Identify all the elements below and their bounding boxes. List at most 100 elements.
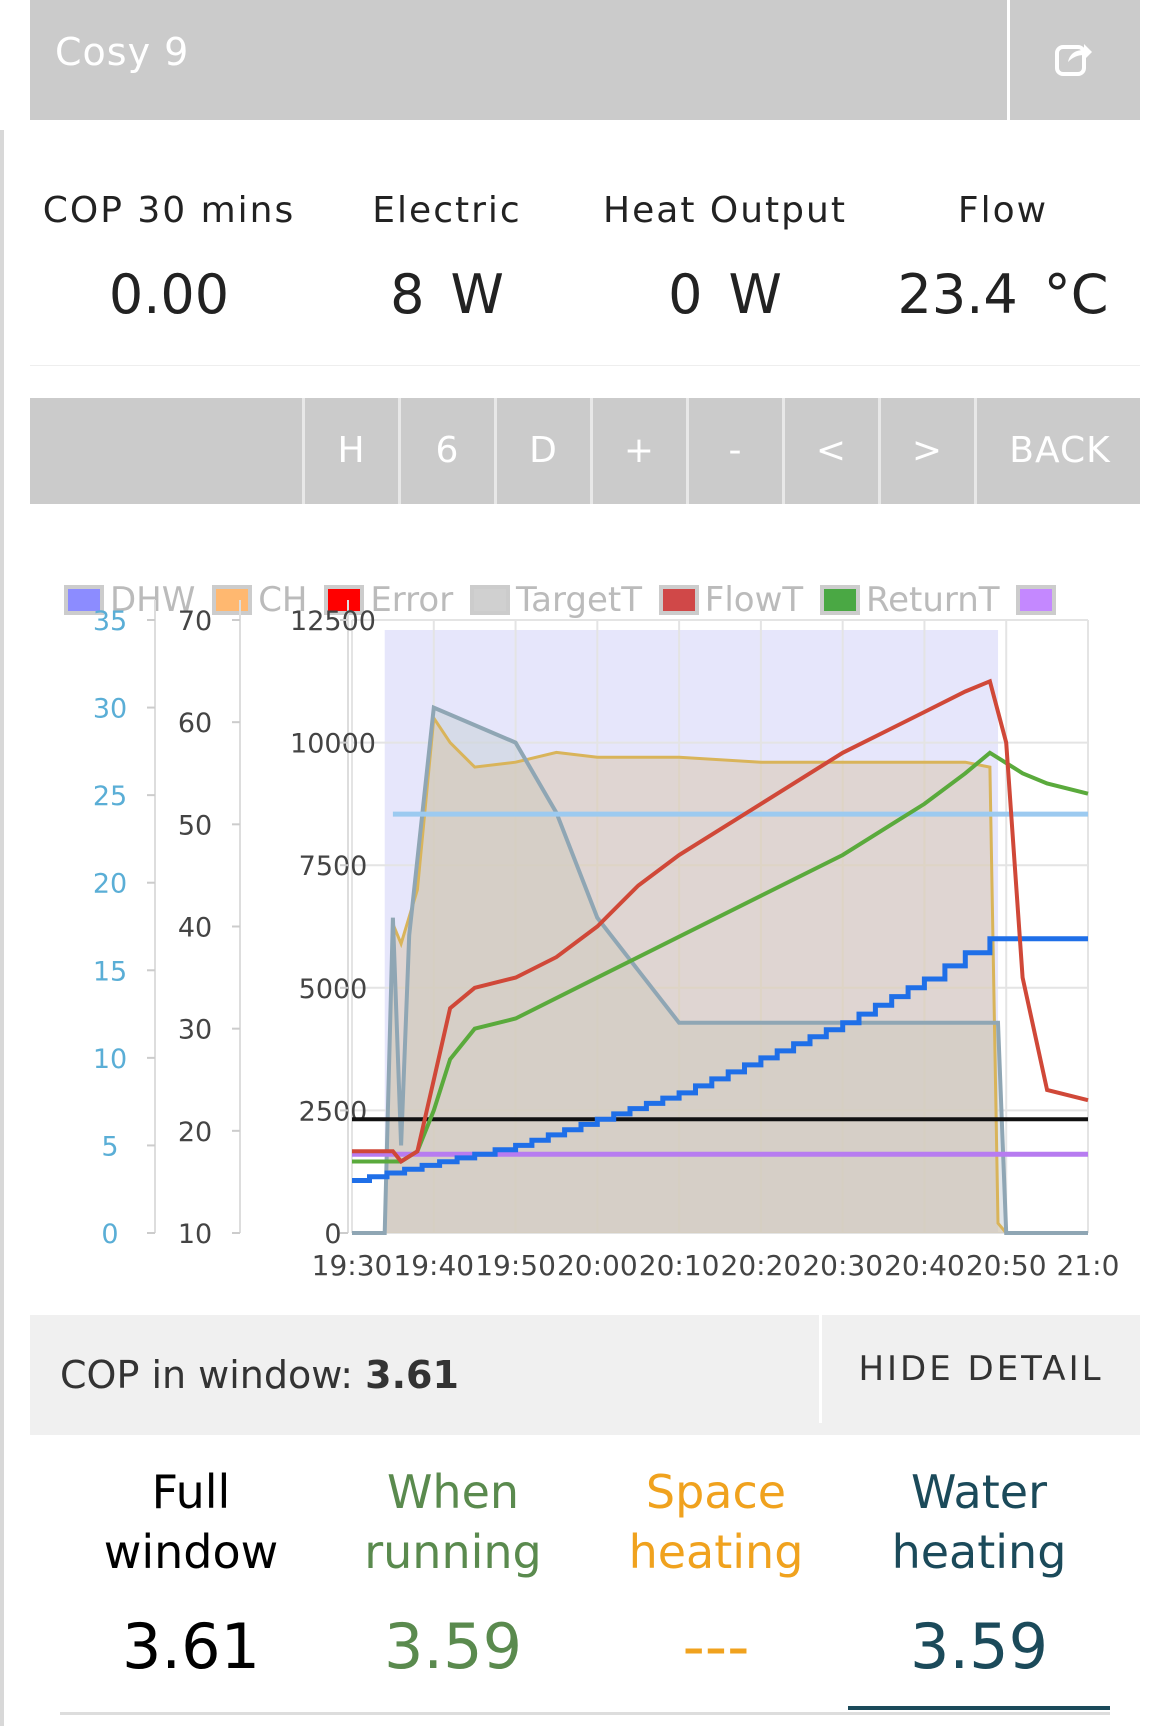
summary-heading: Water heating (891, 1465, 1067, 1579)
cop-window-bar: COP in window: 3.61 HIDE DETAIL (30, 1315, 1140, 1435)
chart[interactable]: DHW CH Error TargetT FlowT ReturnT 19:30… (30, 530, 1140, 1300)
summary-value: --- (682, 1610, 750, 1683)
legend-swatch (324, 585, 365, 615)
y-tick-label: 60 (178, 708, 212, 739)
legend-item-returnt[interactable]: ReturnT (819, 580, 1000, 620)
pan-left-button[interactable]: < (782, 398, 878, 504)
back-button[interactable]: BACK (974, 398, 1143, 504)
legend-swatch (819, 585, 860, 615)
legend-swatch (1016, 585, 1057, 615)
x-tick-label: 19:30 (312, 1249, 393, 1282)
six-hour-button[interactable]: 6 (398, 398, 494, 504)
y-tick-label: 12500 (290, 606, 376, 637)
summary-space-heating[interactable]: Space heating --- (585, 1462, 847, 1683)
summary-value: 3.61 (121, 1610, 261, 1683)
summary-full-window: Full window 3.61 (60, 1462, 322, 1683)
y-tick-label: 5000 (299, 974, 368, 1005)
y-tick-label: 0 (324, 1219, 341, 1250)
legend-item-targett[interactable]: TargetT (470, 580, 642, 620)
x-tick-label: 20:10 (639, 1249, 720, 1282)
share-button[interactable] (1007, 0, 1140, 120)
y-tick-label: 10 (178, 1219, 212, 1250)
y-tick-label: 25 (93, 781, 127, 812)
x-tick-label: 20:00 (557, 1249, 638, 1282)
cop-in-window-value: 3.61 (365, 1353, 459, 1397)
summary-divider (60, 1712, 1110, 1715)
stat-value: 0.00 (108, 263, 230, 326)
legend-swatch (470, 585, 510, 615)
hide-detail-button[interactable]: HIDE DETAIL (819, 1315, 1140, 1423)
y-tick-label: 2500 (299, 1096, 368, 1127)
cop-in-window: COP in window: 3.61 (60, 1353, 459, 1397)
chart-legend: DHW CH Error TargetT FlowT ReturnT (64, 580, 1144, 620)
legend-item-dhw[interactable]: DHW (64, 580, 195, 620)
summary-value: 3.59 (909, 1610, 1049, 1683)
stat-label: Flow (957, 190, 1049, 231)
y-tick-label: 20 (93, 869, 127, 900)
share-icon (1055, 44, 1092, 76)
pan-right-button[interactable]: > (878, 398, 974, 504)
stat-value: 23.4 °C (897, 263, 1109, 326)
summary-heading: When running (364, 1465, 542, 1579)
y-tick-label: 50 (178, 810, 212, 841)
stat-cop: COP 30 mins 0.00 (30, 190, 308, 326)
chart-toolbar: H 6 D + - < > BACK (30, 398, 1140, 504)
x-tick-label: 20:30 (802, 1249, 883, 1282)
y-tick-label: 15 (93, 956, 127, 987)
day-button[interactable]: D (494, 398, 590, 504)
y-tick-label: 10000 (290, 729, 376, 760)
stat-unit: W (450, 263, 504, 326)
y-tick-label: 20 (178, 1117, 212, 1148)
power-line (352, 713, 1088, 1235)
y-tick-label: 10 (93, 1044, 127, 1075)
x-tick-label: 19:40 (393, 1249, 474, 1282)
legend-item-ch[interactable]: CH (212, 580, 308, 620)
stat-label: Electric (372, 190, 522, 231)
app-header: Cosy 9 (30, 0, 1140, 120)
summary-heading: Space heating (628, 1465, 804, 1579)
x-tick-label: 19:50 (475, 1249, 556, 1282)
y-tick-label: 0 (101, 1219, 118, 1250)
legend-swatch (658, 585, 699, 615)
legend-swatch (212, 585, 253, 615)
x-tick-label: 20:40 (884, 1249, 965, 1282)
app-title: Cosy 9 (55, 30, 190, 74)
selected-tab-underline (848, 1706, 1110, 1710)
summary-water-heating[interactable]: Water heating 3.59 (848, 1462, 1110, 1683)
zoom-in-button[interactable]: + (590, 398, 686, 504)
stat-label: Heat Output (603, 190, 847, 231)
y-tick-label: 30 (93, 694, 127, 725)
summary-value: 3.59 (383, 1610, 523, 1683)
x-tick-label: 21:0 (1057, 1249, 1120, 1282)
summary-when-running[interactable]: When running 3.59 (322, 1462, 584, 1683)
x-tick-label: 20:20 (721, 1249, 802, 1282)
stat-flow: Flow 23.4 °C (864, 190, 1142, 326)
flowt-line (352, 678, 1089, 1165)
dhw-line (351, 936, 1088, 1184)
legend-item-error[interactable]: Error (324, 580, 453, 620)
summary-heading: Full window (103, 1465, 279, 1579)
stat-label: COP 30 mins (42, 190, 296, 231)
hour-button[interactable]: H (302, 398, 398, 504)
legend-swatch (64, 585, 104, 615)
stat-unit: °C (1043, 263, 1109, 326)
y-tick-label: 35 (93, 606, 127, 637)
chart-canvas: 19:30 19:40 19:50 20:00 20:10 20:20 20:30 20:40… (93, 600, 1120, 1282)
legend-item-extra[interactable] (1016, 580, 1062, 620)
y-tick-label: 30 (178, 1015, 212, 1046)
targett-line (352, 704, 1088, 1235)
y-tick-label: 5 (101, 1131, 118, 1162)
left-edge-shadow (0, 130, 4, 1726)
y-tick-label: 40 (178, 913, 212, 944)
y-tick-label: 7500 (299, 851, 368, 882)
stat-unit: W (728, 263, 782, 326)
y-tick-label: 70 (178, 606, 212, 637)
x-tick-label: 20:50 (966, 1249, 1047, 1282)
legend-item-flowt[interactable]: FlowT (658, 580, 803, 620)
zoom-out-button[interactable]: - (686, 398, 782, 504)
